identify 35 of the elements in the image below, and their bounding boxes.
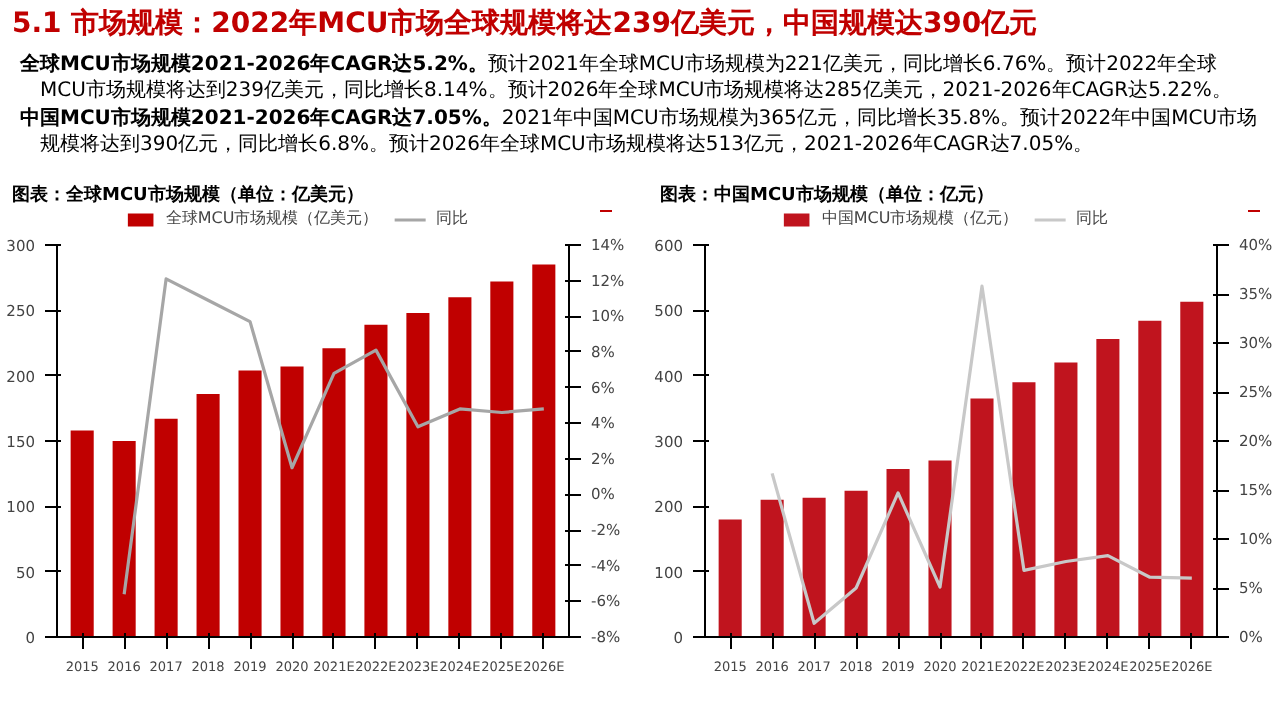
- line-series: [122, 277, 546, 596]
- bar: [718, 519, 742, 637]
- bar: [238, 370, 262, 637]
- bar: [112, 441, 136, 637]
- text: 中国MCU市场规模2021-2026年CAGR达7.05%。2021年中国MCU市场规模为365亿元，同比增长35.8%。预计2022年中国MCU市场规模将达到390亿元，同比增长6.8%。预计2026年全球MCU市场规模将达513亿元，2021-2026年CAGR达7.05%。: [20, 106, 1260, 158]
- bar: [1096, 339, 1120, 637]
- bar: [1012, 382, 1036, 637]
- bar: [70, 430, 94, 637]
- bar: [322, 348, 346, 637]
- bar: [490, 281, 514, 637]
- bar: [196, 393, 220, 637]
- bar: [886, 469, 910, 637]
- chart-title: 图表：全球MCU市场规模（单位：亿美元）: [12, 184, 612, 212]
- bar: [532, 264, 556, 637]
- text: 5.1 市场规模：2022年MCU市场全球规模将达239亿美元，中国规模达390亿元: [12, 5, 1040, 44]
- legend-label: 全球MCU市场规模（亿美元）: [165, 207, 379, 229]
- legend-label: 中国MCU市场规模（亿元）: [821, 207, 1019, 229]
- bar: [280, 366, 304, 637]
- bar: [928, 460, 952, 637]
- line-series: [770, 284, 1194, 625]
- bar: [970, 398, 994, 637]
- legend-label: 同比: [1076, 207, 1111, 229]
- text: 全球MCU市场规模2021-2026年CAGR达5.2%。预计2021年全球MCU市场规模为221亿美元，同比增长6.76%。预计2022年全球MCU市场规模将达到239亿美元，同比增长8.14%。预计2026年全球MCU市场规模将达285亿美元，2021-2026年CAGR达5.22%。: [20, 52, 1234, 104]
- bar: [364, 324, 388, 637]
- bar: [760, 499, 784, 637]
- bar: [448, 297, 472, 637]
- bar: [1138, 320, 1162, 637]
- legend-label: 同比: [436, 207, 471, 229]
- chart-title: 图表：中国MCU市场规模（单位：亿元）: [660, 184, 1260, 212]
- bar: [844, 490, 868, 637]
- bar: [1054, 362, 1078, 637]
- bar: [1180, 301, 1204, 637]
- bar: [154, 418, 178, 637]
- bar: [802, 497, 826, 637]
- bar: [406, 312, 430, 637]
